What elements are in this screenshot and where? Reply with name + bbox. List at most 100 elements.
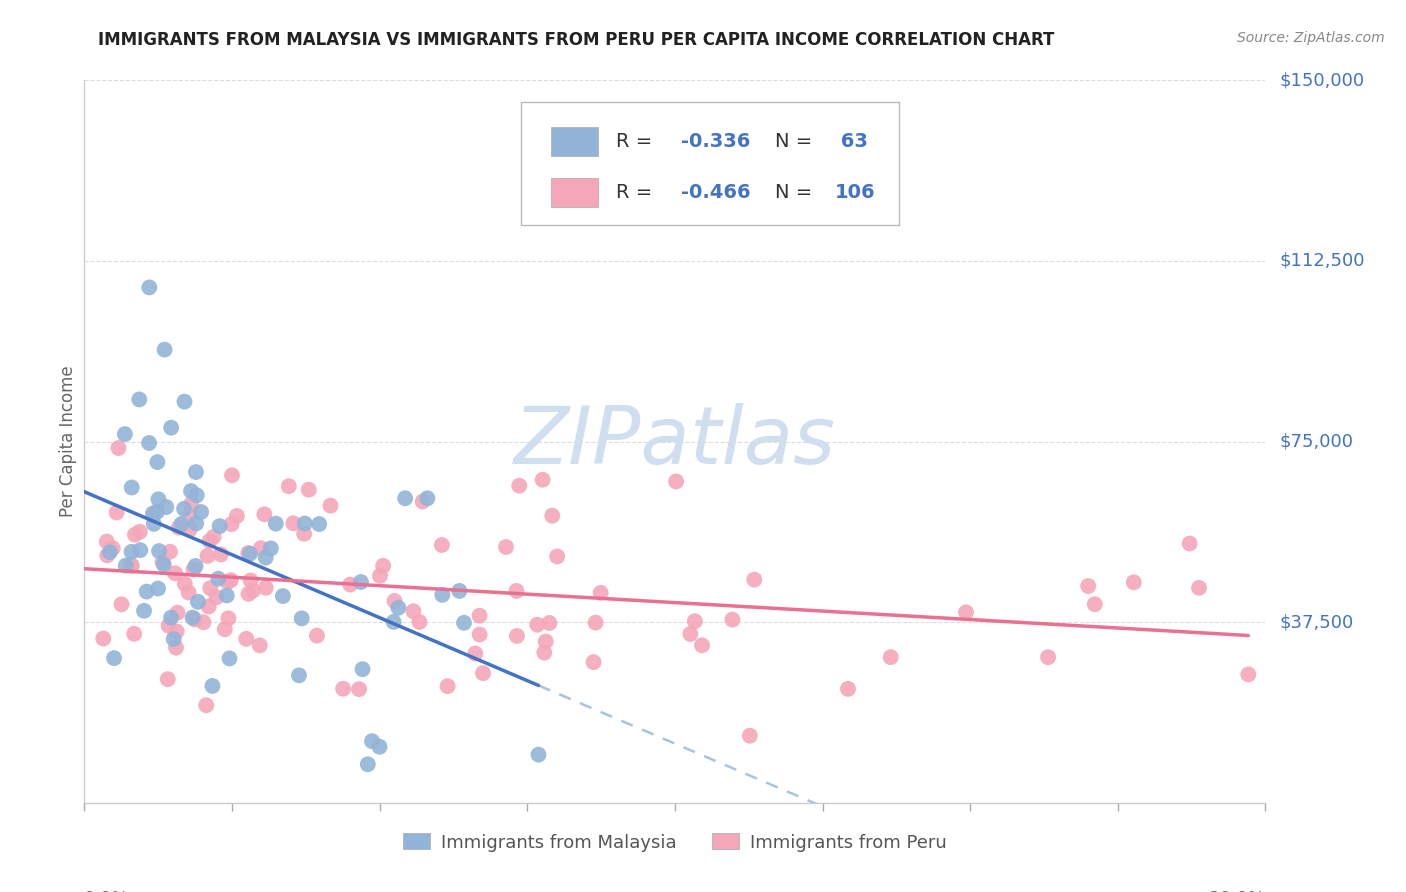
Point (155, 500, 177, 514)
Point (235, 632, 257, 646)
Point (495, 540, 517, 554)
Point (249, 639, 271, 653)
Point (742, 573, 765, 587)
Point (101, 541, 124, 556)
Point (533, 646, 555, 660)
Point (120, 558, 142, 572)
Point (218, 651, 240, 665)
Point (534, 634, 557, 648)
Point (271, 589, 294, 603)
Point (430, 538, 453, 552)
Point (319, 499, 342, 513)
Text: IMMIGRANTS FROM MALAYSIA VS IMMIGRANTS FROM PERU PER CAPITA INCOME CORRELATION C: IMMIGRANTS FROM MALAYSIA VS IMMIGRANTS F… (98, 31, 1054, 49)
Point (202, 530, 225, 544)
Point (186, 516, 208, 531)
Text: -0.466: -0.466 (681, 183, 751, 202)
Point (157, 618, 180, 632)
Point (690, 638, 713, 652)
Point (197, 549, 219, 563)
Point (186, 488, 208, 502)
Text: R =: R = (616, 132, 658, 152)
Point (160, 610, 183, 624)
Point (1237, 667, 1260, 681)
Point (277, 479, 299, 493)
Point (198, 533, 221, 548)
Point (114, 558, 136, 573)
Point (239, 574, 262, 588)
Point (350, 575, 373, 590)
Point (585, 615, 607, 630)
Text: ZIPatlas: ZIPatlas (513, 402, 837, 481)
Point (526, 617, 548, 632)
Text: $112,500: $112,500 (1279, 252, 1365, 270)
Point (219, 573, 242, 587)
Point (184, 558, 207, 573)
Point (382, 615, 405, 629)
Point (173, 501, 195, 516)
Point (582, 655, 605, 669)
Point (352, 662, 374, 676)
Point (124, 527, 146, 541)
Point (166, 606, 188, 620)
Point (165, 566, 187, 581)
Point (292, 526, 315, 541)
Point (242, 583, 264, 598)
Point (288, 668, 311, 682)
Point (105, 506, 128, 520)
Point (453, 615, 475, 630)
Point (412, 494, 434, 508)
Point (152, 555, 174, 569)
Point (394, 491, 416, 506)
Point (371, 558, 394, 573)
Point (541, 508, 564, 523)
Point (207, 572, 229, 586)
Point (156, 672, 179, 686)
Point (416, 491, 439, 506)
Point (129, 543, 152, 558)
Point (184, 613, 207, 627)
Text: N =: N = (775, 132, 818, 152)
Text: $75,000: $75,000 (1279, 433, 1354, 450)
Point (721, 613, 744, 627)
Point (531, 473, 554, 487)
Point (239, 547, 262, 561)
Point (283, 516, 305, 531)
Point (114, 427, 136, 442)
Point (221, 468, 243, 483)
Point (506, 629, 529, 643)
Point (683, 614, 706, 628)
Point (177, 585, 200, 599)
Point (146, 505, 169, 519)
Point (464, 647, 486, 661)
Point (96, 534, 118, 549)
Y-axis label: Per Capita Income: Per Capita Income (59, 366, 77, 517)
Point (217, 611, 239, 625)
Point (142, 508, 165, 523)
Point (527, 747, 550, 762)
Point (1122, 575, 1144, 590)
Point (332, 681, 354, 696)
Point (387, 600, 409, 615)
Point (589, 586, 612, 600)
Point (384, 594, 406, 608)
Point (402, 604, 425, 618)
Point (165, 640, 187, 655)
Text: 0.0%: 0.0% (84, 889, 129, 892)
Point (538, 615, 561, 630)
Point (146, 582, 169, 596)
Point (253, 508, 276, 522)
Point (96, 549, 118, 563)
Point (184, 465, 207, 479)
Point (148, 544, 170, 558)
Point (110, 598, 132, 612)
Point (505, 583, 527, 598)
Legend: Immigrants from Malaysia, Immigrants from Peru: Immigrants from Malaysia, Immigrants fro… (395, 826, 955, 859)
Point (361, 734, 384, 748)
Point (347, 682, 370, 697)
FancyBboxPatch shape (551, 128, 598, 156)
Point (190, 505, 212, 519)
Point (201, 679, 224, 693)
Point (468, 608, 491, 623)
Point (121, 559, 143, 574)
Point (187, 595, 209, 609)
